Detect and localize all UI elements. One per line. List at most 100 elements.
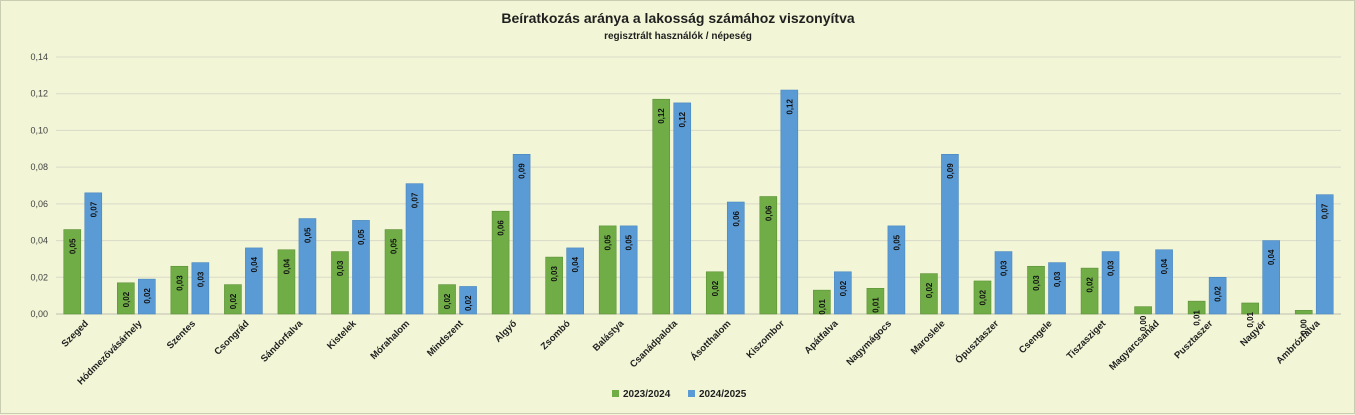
data-label: 0,04 xyxy=(571,256,580,272)
y-tick-label: 0,10 xyxy=(30,125,48,135)
category-label: Apátfalva xyxy=(802,318,841,357)
category-label: Balástya xyxy=(591,318,627,354)
bar-series1 xyxy=(920,273,938,315)
y-tick-label: 0,14 xyxy=(30,52,48,62)
bar-series2 xyxy=(1048,262,1066,315)
bar-series2 xyxy=(84,192,103,315)
bar-series1 xyxy=(1187,300,1206,315)
bars xyxy=(63,89,1334,315)
y-tick-label: 0,06 xyxy=(30,199,48,209)
bar-series1 xyxy=(652,98,671,315)
bar-series2 xyxy=(405,183,424,315)
data-label: 0,07 xyxy=(411,192,420,208)
bar-series1 xyxy=(1241,302,1259,315)
data-label: 0,04 xyxy=(282,258,291,274)
bar-series2 xyxy=(887,225,906,315)
data-label: 0,02 xyxy=(443,293,452,309)
data-label: 0,05 xyxy=(357,229,366,245)
bar-series2 xyxy=(138,278,156,315)
data-label: 0,02 xyxy=(143,288,152,304)
bar-series1 xyxy=(277,249,296,315)
data-label: 0,05 xyxy=(892,234,901,250)
bar-series2 xyxy=(780,89,799,315)
data-label: 0,01 xyxy=(1193,310,1202,326)
bar-series2 xyxy=(512,153,531,315)
data-label: 0,02 xyxy=(229,293,238,309)
data-label: 0,04 xyxy=(1160,258,1169,274)
bar-series1 xyxy=(491,210,510,315)
category-label: Mórahalom xyxy=(369,318,413,362)
category-label: Szentes xyxy=(165,318,198,351)
category-label: Ópusztaszer xyxy=(953,317,1002,366)
category-label: Ambrózfalva xyxy=(1274,318,1323,367)
bar-series2 xyxy=(1208,276,1227,315)
category-label: Csanádpalota xyxy=(628,318,680,370)
data-label: 0,03 xyxy=(175,275,184,291)
bar-series2 xyxy=(834,271,852,315)
bar-series1 xyxy=(759,196,778,315)
category-label: Sándorfalva xyxy=(259,318,306,365)
data-label: 0,01 xyxy=(818,299,827,315)
bar-series1 xyxy=(545,256,563,315)
bar-series2 xyxy=(726,201,745,315)
data-label: 0,02 xyxy=(711,280,720,296)
bar-series1 xyxy=(117,282,135,315)
bar-series1 xyxy=(866,287,885,315)
data-label: 0,00 xyxy=(1300,319,1309,335)
category-label: Kistelek xyxy=(325,318,359,352)
data-label: 0,05 xyxy=(390,238,399,254)
bar-series1 xyxy=(1027,265,1045,315)
bar-series2 xyxy=(994,251,1013,315)
bar-series1 xyxy=(438,284,456,315)
data-label: 0,02 xyxy=(464,295,473,311)
bar-series2 xyxy=(352,220,370,315)
category-label: Csongrád xyxy=(212,318,251,357)
bar-series2 xyxy=(619,225,638,315)
y-tick-label: 0,08 xyxy=(30,162,48,172)
bar-series2 xyxy=(941,153,959,315)
chart-title: Beíratkozás aránya a lakosság számához v… xyxy=(501,10,854,26)
bar-series2 xyxy=(191,262,210,315)
category-label: Maroslele xyxy=(909,318,948,357)
data-label: 0,06 xyxy=(764,205,773,221)
category-label: Zsombó xyxy=(539,318,573,352)
category-label: Magyarcsanád xyxy=(1107,318,1162,373)
bar-series2 xyxy=(245,247,263,315)
legend-swatch xyxy=(688,390,695,397)
data-label: 0,12 xyxy=(657,108,666,124)
legend-label: 2023/2024 xyxy=(623,389,671,400)
legend: 2023/2024 2024/2025 xyxy=(612,389,747,400)
bar-series1 xyxy=(331,251,349,315)
data-label: 0,09 xyxy=(518,163,527,179)
data-label: 0,03 xyxy=(999,260,1008,276)
data-label: 0,01 xyxy=(1246,311,1255,327)
bar-series2 xyxy=(673,102,692,315)
bar-series2 xyxy=(1315,194,1334,315)
bar-series1 xyxy=(1294,310,1313,315)
bar-series2 xyxy=(566,247,584,315)
y-tick-label: 0,04 xyxy=(30,236,48,246)
data-label: 0,03 xyxy=(1032,275,1041,291)
legend-label: 2024/2025 xyxy=(699,389,747,400)
data-label: 0,03 xyxy=(196,271,205,287)
data-label: 0,07 xyxy=(89,201,98,217)
category-label: Tiszasziget xyxy=(1065,318,1109,362)
data-label: 0,03 xyxy=(550,266,559,282)
data-label: 0,02 xyxy=(925,282,934,298)
bar-series1 xyxy=(170,265,189,315)
bar-series2 xyxy=(459,286,477,315)
bar-series1 xyxy=(63,229,82,315)
data-label: 0,02 xyxy=(978,289,987,305)
y-tick-label: 0,12 xyxy=(30,89,48,99)
data-label: 0,02 xyxy=(1214,286,1223,302)
category-label: Algyő xyxy=(493,318,520,345)
data-label: 0,05 xyxy=(68,238,77,254)
bar-series1 xyxy=(1080,267,1099,315)
data-label: 0,06 xyxy=(732,210,741,226)
data-label: 0,05 xyxy=(625,234,634,250)
category-label: Mindszent xyxy=(425,318,466,359)
bar-series1 xyxy=(224,284,242,315)
